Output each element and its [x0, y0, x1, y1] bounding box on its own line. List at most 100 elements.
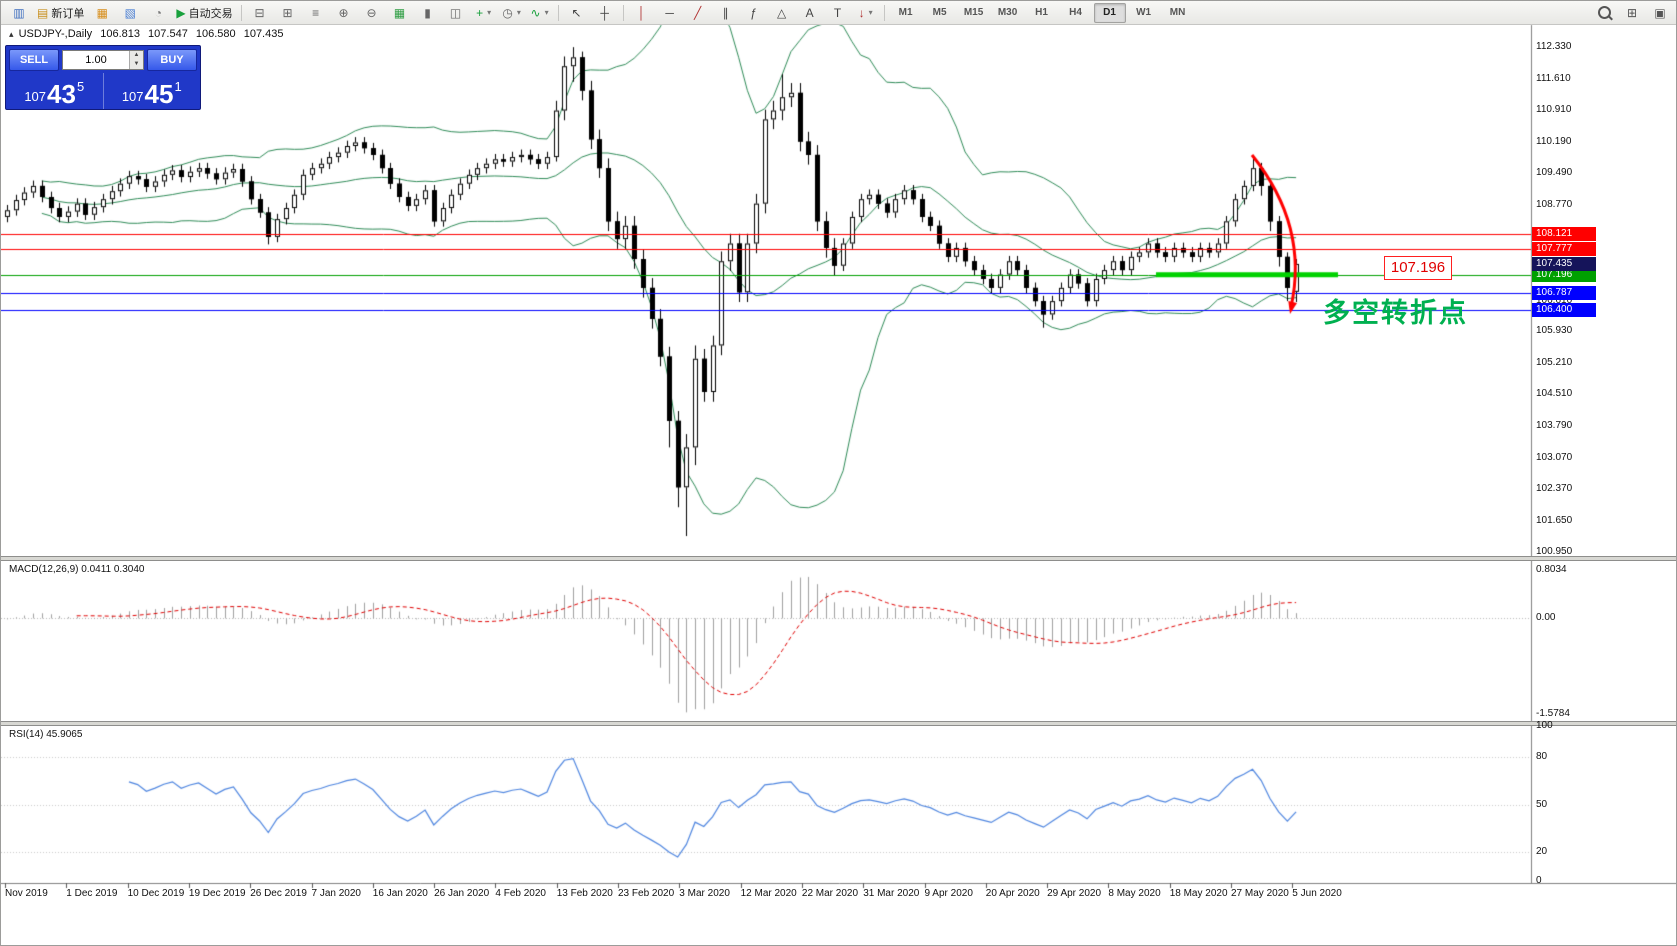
chart-collapse-icon[interactable]: ▴: [9, 29, 14, 39]
horizontal-line-icon[interactable]: ─: [657, 2, 683, 24]
toolbar-separator: [622, 4, 624, 21]
buy-button[interactable]: BUY: [147, 49, 197, 71]
cascade-windows-icon[interactable]: ⊟: [247, 2, 273, 24]
market-watch-icon-glyph: ▦: [96, 5, 109, 20]
periods-icon[interactable]: ◷ ▾: [499, 2, 525, 24]
toolbar-separator: [240, 4, 242, 21]
turning-point-annotation[interactable]: 多空转折点: [1323, 298, 1468, 328]
navigator-icon[interactable]: ▧: [117, 2, 143, 24]
arrows-icon-dropdown[interactable]: ▾: [868, 8, 873, 17]
navigator-icon-glyph: ▧: [124, 5, 137, 20]
autotrading-button-glyph: ▶: [176, 5, 186, 20]
one-click-trading-panel: SELL ▲ ▼ BUY 107 43 5 107 45 1: [5, 45, 201, 110]
text-icon-glyph: A: [805, 5, 814, 20]
periods-icon-dropdown[interactable]: ▾: [516, 8, 521, 17]
toolbar: ▥ ▤ 新订单 ▦ ▧ ◔ ▶ 自动交易 ⊟ ⊞ ≡ ⊕ ⊖ ▦ ▮ ◫ + ▾ ◷ ▾ ∿ ▾ ↖ ┼ │ ─ ╱ ∥ ƒ △ A T ↓ ▾ M…: [1, 1, 1676, 25]
zoom-out-icon[interactable]: ⊖: [359, 2, 385, 24]
timeframe-mn-button[interactable]: MN: [1169, 7, 1186, 18]
timeframe-h4-button[interactable]: H4: [1069, 7, 1082, 18]
refresh-icon[interactable]: ◔: [145, 2, 171, 24]
new-order-button-label: 新订单: [51, 7, 85, 20]
volume-input[interactable]: [63, 51, 129, 69]
indicators-icon-dropdown[interactable]: ▾: [544, 8, 549, 17]
cursor-icon[interactable]: ↖: [564, 2, 590, 24]
new-order-button-glyph: ▤: [37, 5, 49, 20]
new-window-icon-glyph: ⊞: [1626, 5, 1638, 20]
low-value: 106.580: [195, 28, 236, 40]
volume-increase-button[interactable]: ▲: [130, 51, 143, 60]
refresh-icon-glyph: ◔: [154, 5, 162, 20]
timeframe-m5-button[interactable]: M5: [932, 7, 947, 18]
sell-price[interactable]: 107 43 5: [6, 73, 103, 109]
zoom-out-icon-glyph: ⊖: [366, 5, 377, 20]
buy-price-small: 107: [121, 89, 144, 104]
timeframe-h1-button[interactable]: H1: [1035, 7, 1048, 18]
new-chart-icon[interactable]: + ▾: [471, 2, 497, 24]
text-icon[interactable]: A: [797, 2, 823, 24]
panel-separator[interactable]: [1, 721, 1676, 726]
tile-windows-icon[interactable]: ⊞: [275, 2, 301, 24]
macd-label: MACD(12,26,9) 0.0411 0.3040: [9, 564, 145, 575]
autotrading-button[interactable]: ▶ 自动交易: [173, 2, 235, 24]
sell-price-big: 43: [47, 79, 76, 109]
volume-control: ▲ ▼: [62, 50, 144, 70]
buy-price-big: 45: [144, 79, 174, 109]
timeframe-m30-button[interactable]: M30: [997, 7, 1018, 18]
channel-icon-glyph: ∥: [722, 5, 729, 20]
bar-chart-icon[interactable]: ▮: [415, 2, 441, 24]
label-icon[interactable]: T: [825, 2, 851, 24]
zoom-in-icon[interactable]: ⊕: [331, 2, 357, 24]
timeframe-w1-button[interactable]: W1: [1136, 7, 1152, 18]
volume-decrease-button[interactable]: ▼: [130, 60, 143, 69]
fibonacci-icon[interactable]: ƒ: [741, 2, 767, 24]
window-list-icon[interactable]: ▣: [1647, 2, 1673, 24]
shapes-icon-glyph: △: [776, 5, 787, 20]
indicators-icon[interactable]: ∿ ▾: [527, 2, 553, 24]
search-icon-glyph: [1597, 6, 1611, 19]
grid-icon-glyph: ▦: [393, 5, 406, 20]
buy-price[interactable]: 107 45 1: [102, 73, 201, 109]
arrange-icons-icon[interactable]: ≡: [303, 2, 329, 24]
sell-price-sup: 5: [76, 79, 85, 94]
candlestick-chart-icon[interactable]: ◫: [443, 2, 469, 24]
vertical-line-icon[interactable]: │: [629, 2, 655, 24]
fibonacci-icon-glyph: ƒ: [750, 5, 757, 20]
new-window-icon[interactable]: ⊞: [1619, 2, 1645, 24]
autotrading-button-label: 自动交易: [188, 7, 233, 20]
close-value: 107.435: [243, 28, 284, 40]
timeframe-m15-button[interactable]: M15: [963, 7, 984, 18]
sell-button[interactable]: SELL: [9, 49, 59, 71]
panel-separator[interactable]: [1, 556, 1676, 561]
candlestick-chart-icon-glyph: ◫: [449, 5, 462, 20]
timeframe-d1-button[interactable]: D1: [1093, 2, 1126, 23]
buy-price-sup: 1: [174, 79, 182, 94]
crosshair-icon-glyph: ┼: [600, 5, 609, 20]
price-level-callout[interactable]: 107.196: [1384, 256, 1452, 280]
market-watch-icon[interactable]: ▦: [89, 2, 115, 24]
grid-icon[interactable]: ▦: [387, 2, 413, 24]
new-chart-icon-dropdown[interactable]: ▾: [487, 8, 492, 17]
toolbar-separator: [557, 4, 559, 21]
vertical-line-icon-glyph: │: [637, 5, 646, 20]
zoom-in-icon-glyph: ⊕: [338, 5, 349, 20]
timeframe-m1-button[interactable]: M1: [898, 7, 913, 18]
chart-ohlc-header: ▴ USDJPY-,Daily 106.813 107.547 106.580 …: [9, 28, 288, 40]
toolbar-separator: [883, 4, 885, 21]
crosshair-icon[interactable]: ┼: [592, 2, 618, 24]
charts-icon[interactable]: ▥: [6, 2, 32, 24]
charts-icon-glyph: ▥: [13, 5, 25, 20]
new-order-button[interactable]: ▤ 新订单: [34, 2, 87, 24]
open-value: 106.813: [100, 28, 140, 40]
tile-windows-icon-glyph: ⊞: [282, 5, 293, 20]
trendline-icon[interactable]: ╱: [685, 2, 711, 24]
arrows-icon-glyph: ↓: [858, 5, 865, 20]
symbol-period-label: USDJPY-,Daily: [18, 28, 93, 40]
arrows-icon[interactable]: ↓ ▾: [853, 2, 879, 24]
channel-icon[interactable]: ∥: [713, 2, 739, 24]
horizontal-line-icon-glyph: ─: [665, 5, 674, 20]
shapes-icon[interactable]: △: [769, 2, 795, 24]
indicators-icon-glyph: ∿: [530, 5, 541, 20]
search-icon[interactable]: [1591, 2, 1617, 24]
